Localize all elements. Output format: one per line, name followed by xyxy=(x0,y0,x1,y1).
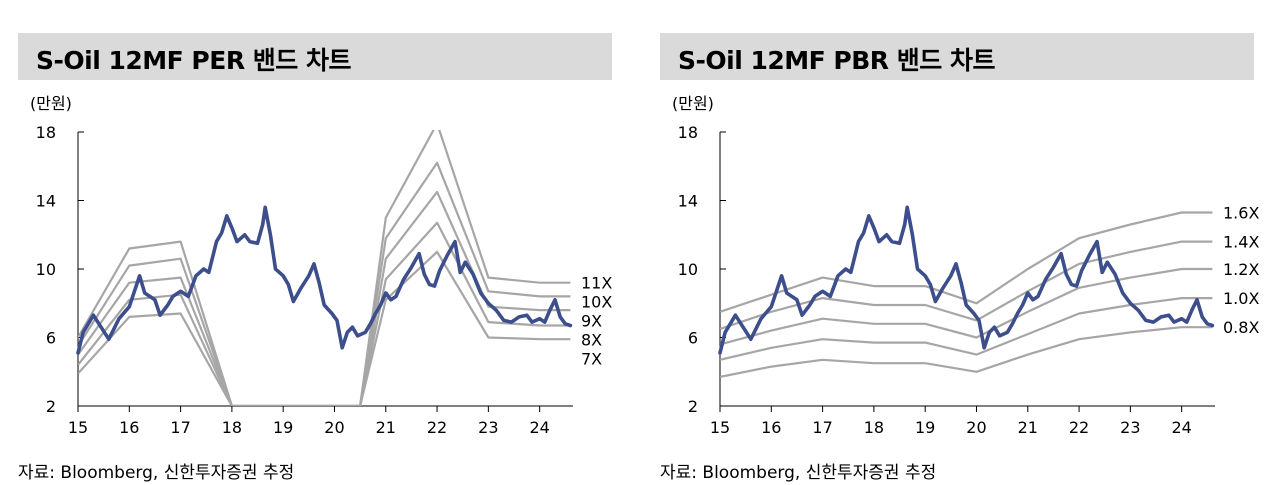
pbr-band-label: 0.8X xyxy=(1223,318,1259,337)
per-x-tick-label: 24 xyxy=(529,418,549,437)
per-band-11x xyxy=(78,130,571,406)
pbr-band-label: 1.6X xyxy=(1223,203,1259,222)
pbr-x-tick-label: 17 xyxy=(812,418,832,437)
per-x-tick-label: 22 xyxy=(427,418,447,437)
pbr-y-tick-label: 2 xyxy=(688,397,698,416)
pbr-unit-label: (만원) xyxy=(672,94,714,113)
pbr-x-tick-label: 20 xyxy=(966,418,986,437)
per-y-tick-label: 18 xyxy=(36,123,56,142)
pbr-title-bar: S-Oil 12MF PBR 밴드 차트 xyxy=(660,33,1254,80)
per-title-bar: S-Oil 12MF PER 밴드 차트 xyxy=(18,33,612,80)
pbr-source-note: 자료: Bloomberg, 신한투자증권 추정 xyxy=(660,463,937,483)
pbr-band-1-0x xyxy=(720,297,1213,361)
per-band-label: 10X xyxy=(581,293,612,312)
per-x-tick-label: 20 xyxy=(324,418,344,437)
per-band-label: 11X xyxy=(581,274,612,293)
per-band-7x xyxy=(78,250,571,406)
pbr-band-1-6x xyxy=(720,211,1213,313)
pbr-y-tick-label: 18 xyxy=(678,123,698,142)
per-y-tick-label: 2 xyxy=(46,397,56,416)
per-band-9x xyxy=(78,190,571,406)
pbr-chart-title: S-Oil 12MF PBR 밴드 차트 xyxy=(678,46,995,75)
pbr-band-0-8x xyxy=(720,326,1213,378)
per-y-tick-label: 6 xyxy=(46,329,56,348)
pbr-x-tick-label: 24 xyxy=(1171,418,1191,437)
per-x-tick-label: 18 xyxy=(222,418,242,437)
per-band-10x xyxy=(78,161,571,406)
per-band-label: 7X xyxy=(581,350,602,369)
per-source-note: 자료: Bloomberg, 신한투자증권 추정 xyxy=(18,463,295,483)
pbr-band-label: 1.0X xyxy=(1223,289,1259,308)
per-chart-title: S-Oil 12MF PER 밴드 차트 xyxy=(36,46,351,75)
per-x-tick-label: 15 xyxy=(68,418,88,437)
pbr-band-panel: S-Oil 12MF PBR 밴드 차트 (만원) 2 6 10 14 18 15 16 17… xyxy=(660,0,1260,485)
pbr-x-tick-label: 16 xyxy=(761,418,781,437)
per-y-tick-label: 14 xyxy=(36,192,56,211)
per-band-panel: S-Oil 12MF PER 밴드 차트 (만원) 2 6 10 14 18 15 16 17… xyxy=(18,0,618,485)
per-x-tick-label: 21 xyxy=(376,418,396,437)
per-x-tick-label: 19 xyxy=(273,418,293,437)
pbr-band-1-2x xyxy=(720,267,1213,346)
pbr-x-tick-label: 15 xyxy=(710,418,730,437)
per-x-tick-label: 16 xyxy=(119,418,139,437)
per-y-tick-label: 10 xyxy=(36,260,56,279)
pbr-band-label: 1.2X xyxy=(1223,260,1259,279)
pbr-band-label: 1.4X xyxy=(1223,233,1259,252)
per-unit-label: (만원) xyxy=(30,94,72,113)
pbr-y-tick-label: 6 xyxy=(688,329,698,348)
pbr-x-tick-label: 18 xyxy=(864,418,884,437)
per-x-tick-label: 23 xyxy=(478,418,498,437)
pbr-price-line xyxy=(718,205,1215,355)
pbr-x-tick-label: 23 xyxy=(1120,418,1140,437)
pbr-band-chart: 2 6 10 14 18 15 16 17 18 19 20 21 22 23 24 1.6X 1.4X 1.2X… xyxy=(678,123,1260,437)
pbr-x-tick-label: 21 xyxy=(1018,418,1038,437)
per-band-label: 9X xyxy=(581,312,602,331)
pbr-band-1-4x xyxy=(720,240,1213,330)
per-band-label: 8X xyxy=(581,331,602,350)
pbr-x-tick-label: 22 xyxy=(1069,418,1089,437)
pbr-x-tick-label: 19 xyxy=(915,418,935,437)
per-price-line xyxy=(76,205,573,355)
per-band-8x xyxy=(78,221,571,406)
per-x-tick-label: 17 xyxy=(170,418,190,437)
pbr-y-tick-label: 10 xyxy=(678,260,698,279)
pbr-y-tick-label: 14 xyxy=(678,192,698,211)
